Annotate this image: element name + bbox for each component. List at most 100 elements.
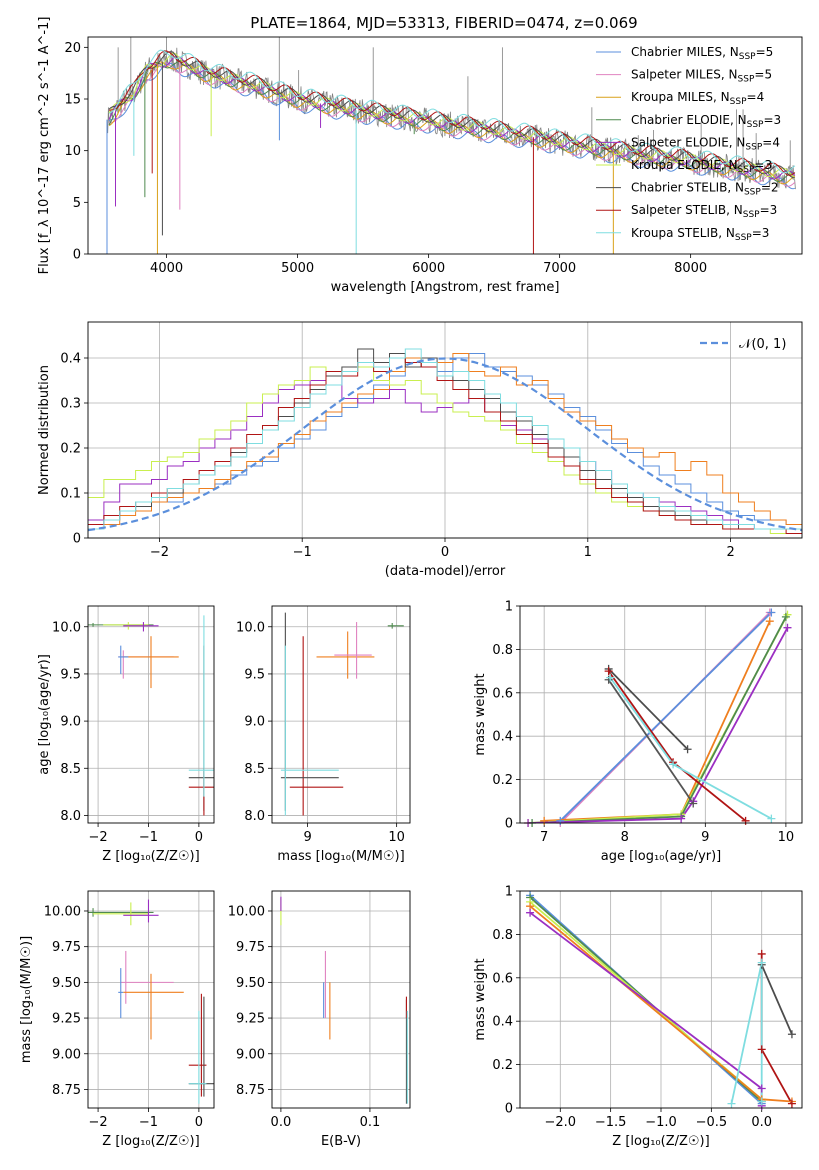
mass-weight-marker [787, 1030, 796, 1039]
y-tick-label: 9.25 [52, 1012, 81, 1027]
y-tick-label: 0.6 [492, 971, 513, 986]
x-tick-label: −1 [139, 830, 158, 845]
y-axis-label: mass [log₁₀(M/M☉)] [19, 936, 34, 1063]
legend-entry: Kroupa MILES, NSSP=4 [631, 90, 764, 107]
x-tick-label: 0 [195, 830, 203, 845]
y-tick-label: 0.3 [60, 397, 81, 412]
legend-entry: Salpeter ELODIE, NSSP=4 [631, 135, 780, 152]
y-tick-label: 8.0 [60, 809, 81, 824]
mass-weight-marker [757, 1097, 766, 1106]
legend-entry: 𝒩(0, 1) [739, 337, 786, 352]
plot-area [280, 612, 404, 816]
mass-weight-marker [757, 958, 766, 967]
y-tick-label: 0.1 [60, 487, 81, 502]
mass-weight-line [528, 627, 789, 823]
y-axis-label: Normed distribution [37, 365, 52, 495]
age-vs-z-panel: −2 −1 0 8.0 8.5 9.0 9.5 10.0 Z [log₁₀(Z/Z☉)] age … [37, 605, 215, 864]
y-tick-label: 0.8 [492, 643, 513, 658]
model-fit-line [108, 61, 796, 185]
y-tick-label: 8.0 [244, 809, 265, 824]
y-tick-label: 10.0 [236, 620, 265, 635]
residual-histogram-step [88, 371, 802, 530]
y-tick-label: 10.00 [44, 904, 81, 919]
x-tick-label: 1 [584, 545, 592, 560]
mass-vs-ebv-panel: 0.0 0.1 8.75 9.00 9.25 9.50 9.75 10.00 E(B-V) [228, 890, 411, 1149]
x-axis-label: (data-model)/error [385, 564, 506, 579]
x-tick-label: 7 [540, 830, 548, 845]
x-axis-label: E(B-V) [321, 1134, 361, 1149]
y-tick-label: 8.5 [244, 762, 265, 777]
x-tick-label: 0 [195, 1115, 203, 1130]
mass-weight-marker [783, 623, 792, 632]
residual-histogram-step [88, 357, 802, 534]
y-tick-label: 9.5 [244, 667, 265, 682]
y-tick-label: 8.75 [52, 1083, 81, 1098]
age-vs-mass-panel: 9 10 8.0 8.5 9.0 9.5 10.0 mass [log₁₀(M/M☉)] [236, 605, 411, 864]
mass-weight-marker [689, 799, 698, 808]
x-tick-label: −2 [88, 830, 107, 845]
mass-weight-marker [556, 816, 565, 825]
x-tick-label: 0.1 [360, 1115, 381, 1130]
x-axis-label: Z [log₁₀(Z/Z☉)] [102, 1134, 199, 1149]
mass-weight-marker [757, 1084, 766, 1093]
x-tick-label: 7000 [543, 261, 576, 276]
model-fit-line [108, 59, 796, 183]
legend-entry: Salpeter MILES, NSSP=5 [631, 68, 772, 85]
x-tick-label: 10 [388, 830, 405, 845]
y-tick-label: 9.00 [236, 1047, 265, 1062]
y-tick-label: 9.0 [60, 715, 81, 730]
mass-weight-line [607, 670, 747, 822]
x-tick-label: 8 [621, 830, 629, 845]
mass-weight-line [730, 962, 763, 1104]
y-axis-label: age [log₁₀(age/yr)] [37, 654, 52, 775]
y-tick-label: 0.4 [492, 730, 513, 745]
mass-weight-marker [787, 1099, 796, 1108]
plot-area [88, 615, 214, 816]
normal-distribution-curve [88, 357, 802, 532]
plot-area [528, 611, 789, 823]
mass-weight-marker [683, 745, 692, 754]
x-axis-label: Z [log₁₀(Z/Z☉)] [612, 1134, 709, 1149]
weight-vs-z-panel: −2.0 −1.5 −1.0 −0.5 0.0 0 0.2 0.4 0.6 0.8 1 Z [log₁… [473, 885, 803, 1149]
mass-weight-marker [767, 608, 776, 617]
residuals-panel: −2 −1 0 1 2 0 0.1 0.2 0.3 0.4 (data-model)/error No… [37, 321, 803, 579]
x-tick-label: 9 [701, 830, 709, 845]
y-tick-label: 0 [73, 248, 81, 263]
axes-frame [87, 321, 803, 539]
mass-weight-marker [540, 816, 549, 825]
mass-weight-marker [526, 908, 535, 917]
weight-vs-age-panel: 7 8 9 10 0 0.2 0.4 0.6 0.8 1 age [log₁₀(age/yr)] ma… [473, 600, 803, 864]
mass-weight-marker [727, 1099, 736, 1108]
x-axis-label: Z [log₁₀(Z/Z☉)] [102, 849, 199, 864]
y-tick-label: 9.5 [60, 667, 81, 682]
legend-entry: Salpeter STELIB, NSSP=3 [631, 203, 777, 220]
y-tick-label: 0.4 [492, 1015, 513, 1030]
mass-weight-marker [669, 760, 678, 769]
axes-frame [519, 605, 803, 824]
mass-weight-marker [757, 1045, 766, 1054]
y-axis-label: mass weight [473, 958, 488, 1040]
x-axis-label: mass [log₁₀(M/M☉)] [277, 849, 404, 864]
model-fit-line [108, 52, 796, 179]
x-tick-label: 8000 [674, 261, 707, 276]
y-tick-label: 0.4 [60, 352, 81, 367]
x-tick-label: 9 [303, 830, 311, 845]
y-axis-label: Flux [f_λ 10^-17 erg cm^-2 s^-1 A^-1] [37, 17, 52, 275]
y-tick-label: 0.2 [492, 773, 513, 788]
plot-area [88, 899, 214, 1104]
y-tick-label: 9.00 [52, 1047, 81, 1062]
axes-frame [87, 605, 215, 824]
y-tick-label: 8.75 [236, 1083, 265, 1098]
legend-entry: Chabrier MILES, NSSP=5 [631, 45, 773, 62]
x-tick-label: 0 [441, 545, 449, 560]
y-tick-label: 0.2 [492, 1058, 513, 1073]
x-axis-label: wavelength [Angstrom, rest frame] [331, 280, 560, 295]
mass-weight-marker [781, 612, 790, 621]
model-fit-line [108, 49, 796, 174]
x-tick-label: 5000 [281, 261, 314, 276]
x-tick-label: −0.5 [696, 1115, 728, 1130]
y-tick-label: 0.2 [60, 442, 81, 457]
y-axis-label: mass weight [473, 673, 488, 755]
y-tick-label: 0 [73, 532, 81, 547]
